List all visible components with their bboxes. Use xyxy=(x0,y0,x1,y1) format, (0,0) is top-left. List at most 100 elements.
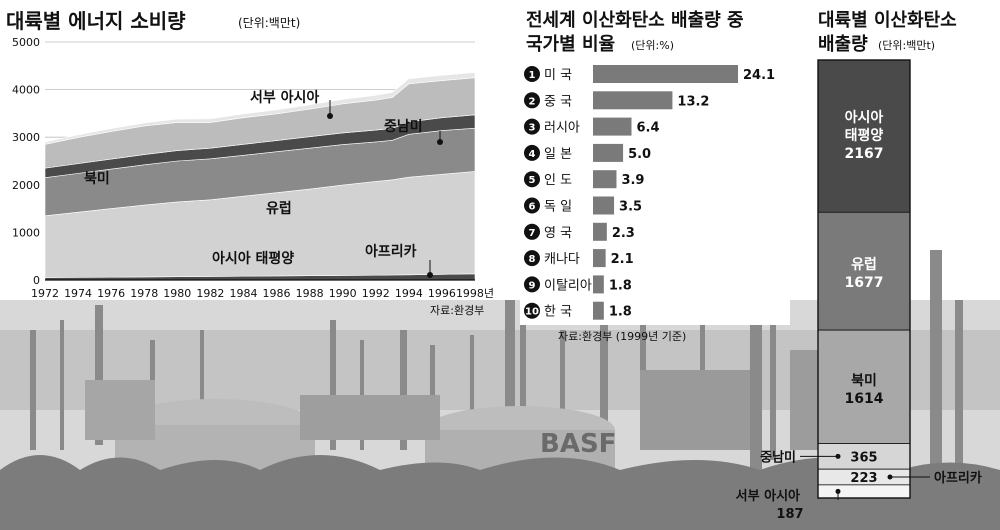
country-name: 한 국 xyxy=(544,305,572,320)
energy-x-tick: 1994 xyxy=(395,287,423,300)
share-value: 3.9 xyxy=(621,173,644,188)
rank-badge xyxy=(524,118,540,135)
energy-x-tick: 1998년 xyxy=(456,287,494,300)
share-value: 2.1 xyxy=(611,252,634,267)
energy-chart-title: 대륙별 에너지 소비량 xyxy=(6,9,186,33)
country-name: 영 국 xyxy=(544,226,572,241)
share-bar xyxy=(593,222,607,241)
share-value: 5.0 xyxy=(628,147,651,162)
share-row: 10 한 국 1.8 xyxy=(524,301,632,320)
energy-x-tick: 1976 xyxy=(97,287,125,300)
rank-number: 4 xyxy=(529,149,536,160)
share-value: 1.8 xyxy=(609,305,632,320)
energy-x-tick: 1980 xyxy=(163,287,191,300)
label-latin-america: 중남미 xyxy=(384,118,423,135)
energy-y-ticks: 5000 4000 3000 2000 1000 0 xyxy=(12,36,40,287)
energy-y-tick: 1000 xyxy=(12,226,40,239)
co2-share-bar-chart: 전세계 이산화탄소 배출량 중 국가별 비율 (단위:%) 1 미 국 24.1 2 중… xyxy=(520,0,790,343)
rank-badge xyxy=(524,223,540,240)
emission-label: 365 xyxy=(850,450,877,465)
share-bar xyxy=(593,249,606,268)
share-row: 5 인 도 3.9 xyxy=(524,170,644,189)
energy-x-tick: 1996 xyxy=(428,287,456,300)
energy-x-tick: 1984 xyxy=(229,287,257,300)
energy-x-tick: 1972 xyxy=(31,287,59,300)
share-bar xyxy=(593,170,617,189)
emission-label: 2167 xyxy=(845,146,884,162)
label-north-america: 북미 xyxy=(84,171,110,187)
energy-x-tick: 1988 xyxy=(296,287,324,300)
country-name: 중 국 xyxy=(544,94,572,109)
emission-label: 북미 xyxy=(851,373,877,389)
energy-y-tick: 3000 xyxy=(12,131,40,144)
energy-y-tick: 5000 xyxy=(12,36,40,49)
rank-number: 10 xyxy=(525,307,539,318)
share-bar xyxy=(593,91,673,110)
share-row: 7 영 국 2.3 xyxy=(524,222,635,241)
label-africa: 아프리카 xyxy=(365,243,417,260)
rank-badge xyxy=(524,197,540,214)
country-name: 이탈리아 xyxy=(544,278,592,293)
rank-number: 3 xyxy=(529,123,536,134)
share-rows: 1 미 국 24.1 2 중 국 13.2 3 러시아 6.4 4 일 본 5.0 5 인 도 3.9 6 독 … xyxy=(524,65,775,320)
rank-number: 1 xyxy=(529,70,536,81)
rank-badge xyxy=(524,276,540,293)
rank-badge xyxy=(524,171,540,188)
country-name: 러시아 xyxy=(544,121,580,136)
rank-badge xyxy=(524,250,540,267)
energy-chart-unit: (단위:백만t) xyxy=(238,16,300,30)
emission-label: 아프리카 xyxy=(934,470,982,486)
emission-title-line1: 대륙별 이산화탄소 xyxy=(818,10,957,31)
share-value: 1.8 xyxy=(609,278,632,293)
country-name: 인 도 xyxy=(544,173,572,188)
emission-label: 187 xyxy=(776,507,803,522)
country-name: 미 국 xyxy=(544,68,572,83)
emission-bar-outline xyxy=(817,59,911,499)
energy-x-tick: 1990 xyxy=(329,287,357,300)
rank-number: 5 xyxy=(529,175,536,186)
share-row: 1 미 국 24.1 xyxy=(524,65,775,83)
share-row: 3 러시아 6.4 xyxy=(524,117,660,136)
share-row: 9 이탈리아 1.8 xyxy=(524,275,632,294)
energy-y-tick: 4000 xyxy=(12,84,40,97)
emission-segment xyxy=(817,59,911,213)
energy-x-tick: 1978 xyxy=(130,287,158,300)
share-row: 6 독 일 3.5 xyxy=(524,196,642,215)
label-west-asia: 서부 아시아 xyxy=(250,89,319,106)
rank-number: 7 xyxy=(529,228,536,239)
rank-number: 9 xyxy=(529,280,536,291)
emission-label: 태평양 xyxy=(845,127,884,144)
share-bar xyxy=(593,117,632,136)
energy-x-tick: 1974 xyxy=(64,287,92,300)
share-value: 13.2 xyxy=(677,94,709,109)
share-source: 자료:환경부 (1999년 기준) xyxy=(558,330,686,343)
energy-y-tick: 0 xyxy=(33,274,40,287)
emission-label: 1677 xyxy=(845,275,884,291)
emission-label: 아시아 xyxy=(845,109,884,126)
svg-text:BASF: BASF xyxy=(540,429,616,459)
emission-label: 유럽 xyxy=(851,257,877,273)
share-row: 4 일 본 5.0 xyxy=(524,143,651,162)
emission-title-line2: 배출량 xyxy=(818,34,868,55)
label-asia-pacific: 아시아 태평양 xyxy=(212,250,294,267)
energy-x-tick: 1986 xyxy=(263,287,291,300)
emission-label: 중남미 xyxy=(760,449,796,465)
rank-badge xyxy=(524,66,540,82)
share-row: 2 중 국 13.2 xyxy=(524,91,709,110)
share-value: 2.3 xyxy=(612,226,635,241)
rank-badge xyxy=(524,302,540,319)
energy-x-tick: 1982 xyxy=(196,287,224,300)
energy-area-chart: 대륙별 에너지 소비량 (단위:백만t) 5000 4000 3000 2000 100… xyxy=(6,9,494,317)
energy-source: 자료:환경부 xyxy=(430,304,484,317)
rank-number: 2 xyxy=(529,96,536,107)
share-title-line1: 전세계 이산화탄소 배출량 중 xyxy=(526,10,744,31)
rank-number: 8 xyxy=(529,254,536,265)
energy-y-tick: 2000 xyxy=(12,179,40,192)
share-bar xyxy=(593,275,604,294)
rank-badge xyxy=(524,92,540,109)
emission-label: 1614 xyxy=(845,391,884,407)
share-unit: (단위:%) xyxy=(631,39,674,52)
share-bar xyxy=(593,301,604,320)
